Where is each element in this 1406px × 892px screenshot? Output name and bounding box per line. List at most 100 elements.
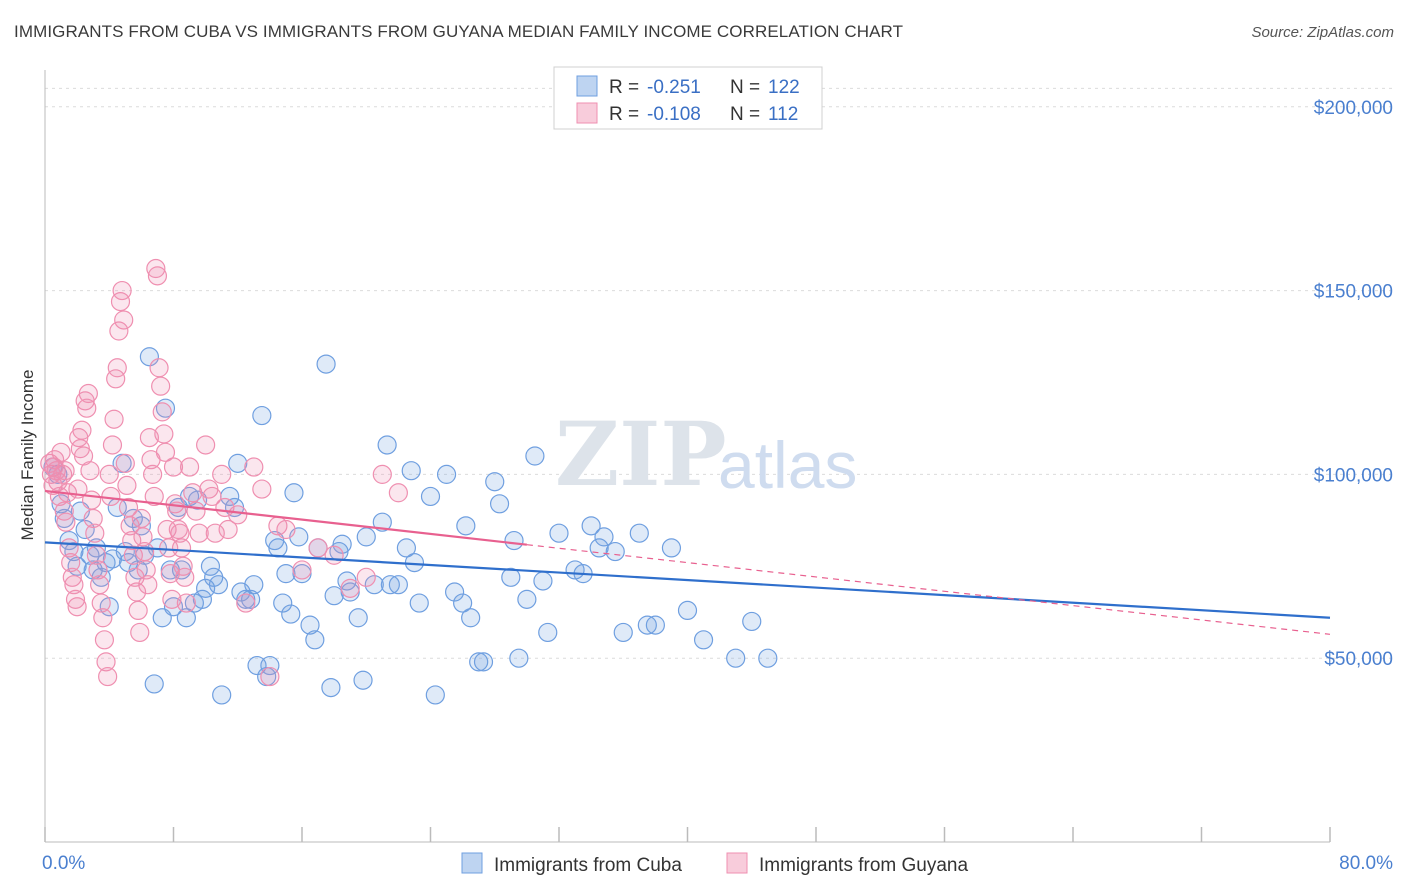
cuba-point bbox=[252, 405, 272, 426]
cuba-trend-line bbox=[44, 541, 1331, 619]
guyana-point bbox=[218, 519, 238, 540]
cuba-point bbox=[139, 347, 160, 367]
legend-n-value: 112 bbox=[768, 104, 798, 125]
guyana-point bbox=[117, 475, 137, 496]
cuba-point bbox=[380, 575, 400, 595]
cuba-point bbox=[425, 685, 445, 705]
cuba-point bbox=[276, 564, 296, 584]
legend-swatch-guyana bbox=[576, 102, 598, 124]
cuba-point bbox=[726, 648, 746, 668]
cuba-point bbox=[461, 608, 481, 628]
series-guyana-points bbox=[40, 258, 408, 687]
trend-lines bbox=[44, 489, 1331, 635]
guyana-point bbox=[128, 600, 148, 621]
x-tick-labels: 0.0% 80.0% bbox=[42, 853, 1393, 874]
cuba-point bbox=[453, 593, 473, 613]
guyana-point bbox=[356, 567, 376, 587]
guyana-point bbox=[176, 593, 196, 613]
cuba-point bbox=[645, 615, 665, 635]
x-tick-label: 0.0% bbox=[42, 853, 85, 874]
guyana-point bbox=[120, 516, 140, 536]
guyana-point bbox=[62, 567, 82, 587]
cuba-point bbox=[353, 670, 373, 690]
y-tick-label: $150,000 bbox=[1314, 282, 1393, 303]
guyana-point bbox=[44, 457, 64, 477]
guyana-point bbox=[146, 258, 166, 279]
cuba-point bbox=[629, 523, 649, 543]
cuba-point bbox=[388, 575, 408, 595]
cuba-point bbox=[677, 600, 698, 621]
guyana-point bbox=[170, 523, 190, 543]
guyana-point bbox=[55, 461, 75, 481]
guyana-point bbox=[91, 593, 111, 613]
guyana-point bbox=[175, 567, 195, 587]
guyana-point bbox=[147, 266, 168, 286]
legend-r-label: R = bbox=[609, 77, 639, 98]
cuba-point bbox=[372, 512, 392, 532]
cuba-point bbox=[273, 593, 293, 613]
guyana-point bbox=[115, 453, 135, 473]
cuba-point bbox=[281, 604, 301, 624]
guyana-point bbox=[133, 527, 153, 547]
gridlines bbox=[45, 87, 1395, 659]
guyana-point bbox=[228, 505, 248, 525]
cuba-point bbox=[377, 435, 397, 455]
cuba-point bbox=[268, 538, 288, 558]
legend-n-value: 122 bbox=[768, 77, 800, 98]
guyana-point bbox=[179, 457, 200, 477]
guyana-point bbox=[98, 666, 118, 687]
cuba-point bbox=[212, 685, 232, 705]
legend-n-label: N = bbox=[730, 77, 760, 98]
cuba-point bbox=[96, 553, 116, 573]
guyana-point bbox=[72, 420, 92, 440]
bottom-legend-label-cuba: Immigrants from Cuba bbox=[494, 855, 682, 876]
cuba-point bbox=[163, 597, 184, 617]
cuba-point bbox=[144, 674, 164, 694]
guyana-point bbox=[85, 523, 105, 543]
guyana-point bbox=[151, 376, 171, 396]
x-tick-label: 80.0% bbox=[1339, 853, 1393, 874]
guyana-point bbox=[372, 464, 392, 484]
guyana-point bbox=[101, 486, 121, 507]
guyana-point bbox=[202, 486, 222, 507]
guyana-point bbox=[112, 280, 132, 301]
guyana-point bbox=[196, 435, 216, 455]
guyana-point bbox=[260, 666, 280, 687]
y-tick-label: $200,000 bbox=[1314, 98, 1393, 119]
guyana-point bbox=[152, 402, 172, 422]
cuba-point bbox=[456, 516, 476, 536]
watermark-atlas: atlas bbox=[718, 428, 857, 502]
guyana-point bbox=[104, 409, 124, 429]
chart-title: IMMIGRANTS FROM CUBA VS IMMIGRANTS FROM … bbox=[14, 22, 904, 41]
guyana-point bbox=[136, 560, 156, 580]
guyana-point bbox=[123, 545, 143, 565]
cuba-point bbox=[409, 593, 429, 613]
cuba-point bbox=[613, 622, 633, 643]
cuba-point bbox=[581, 516, 601, 536]
y-tick-label: $50,000 bbox=[1324, 649, 1393, 670]
guyana-point bbox=[139, 428, 160, 448]
guyana-point bbox=[83, 508, 103, 529]
y-axis-label: Median Family Income bbox=[18, 369, 37, 540]
axes bbox=[44, 70, 1331, 843]
guyana-point bbox=[88, 560, 108, 580]
guyana-point bbox=[56, 512, 76, 532]
cuba-point bbox=[758, 648, 778, 668]
cuba-point bbox=[316, 354, 336, 374]
cuba-point bbox=[200, 556, 221, 576]
cuba-point bbox=[420, 486, 441, 507]
cuba-point bbox=[300, 615, 320, 635]
cuba-point bbox=[75, 519, 95, 540]
guyana-point bbox=[93, 608, 113, 628]
cuba-point bbox=[473, 652, 494, 672]
guyana-point bbox=[96, 652, 116, 672]
guyana-point bbox=[324, 545, 344, 565]
guyana-point bbox=[212, 464, 232, 484]
guyana-trend-line bbox=[44, 489, 527, 546]
cuba-point bbox=[284, 483, 304, 503]
guyana-point bbox=[163, 457, 184, 477]
guyana-point bbox=[109, 321, 129, 341]
cuba-point bbox=[509, 648, 529, 668]
bottom-legend: Immigrants from Cuba Immigrants from Guya… bbox=[461, 852, 968, 876]
